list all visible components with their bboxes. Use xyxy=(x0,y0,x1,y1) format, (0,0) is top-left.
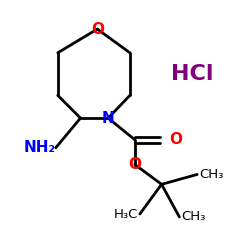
Text: O: O xyxy=(91,22,104,36)
Text: O: O xyxy=(170,132,182,147)
Text: O: O xyxy=(128,157,141,172)
Text: N: N xyxy=(102,110,115,126)
Text: HCl: HCl xyxy=(171,64,214,84)
Text: H₃C: H₃C xyxy=(114,208,138,220)
Text: NH₂: NH₂ xyxy=(24,140,56,155)
Text: CH₃: CH₃ xyxy=(181,210,206,224)
Text: CH₃: CH₃ xyxy=(199,168,224,181)
